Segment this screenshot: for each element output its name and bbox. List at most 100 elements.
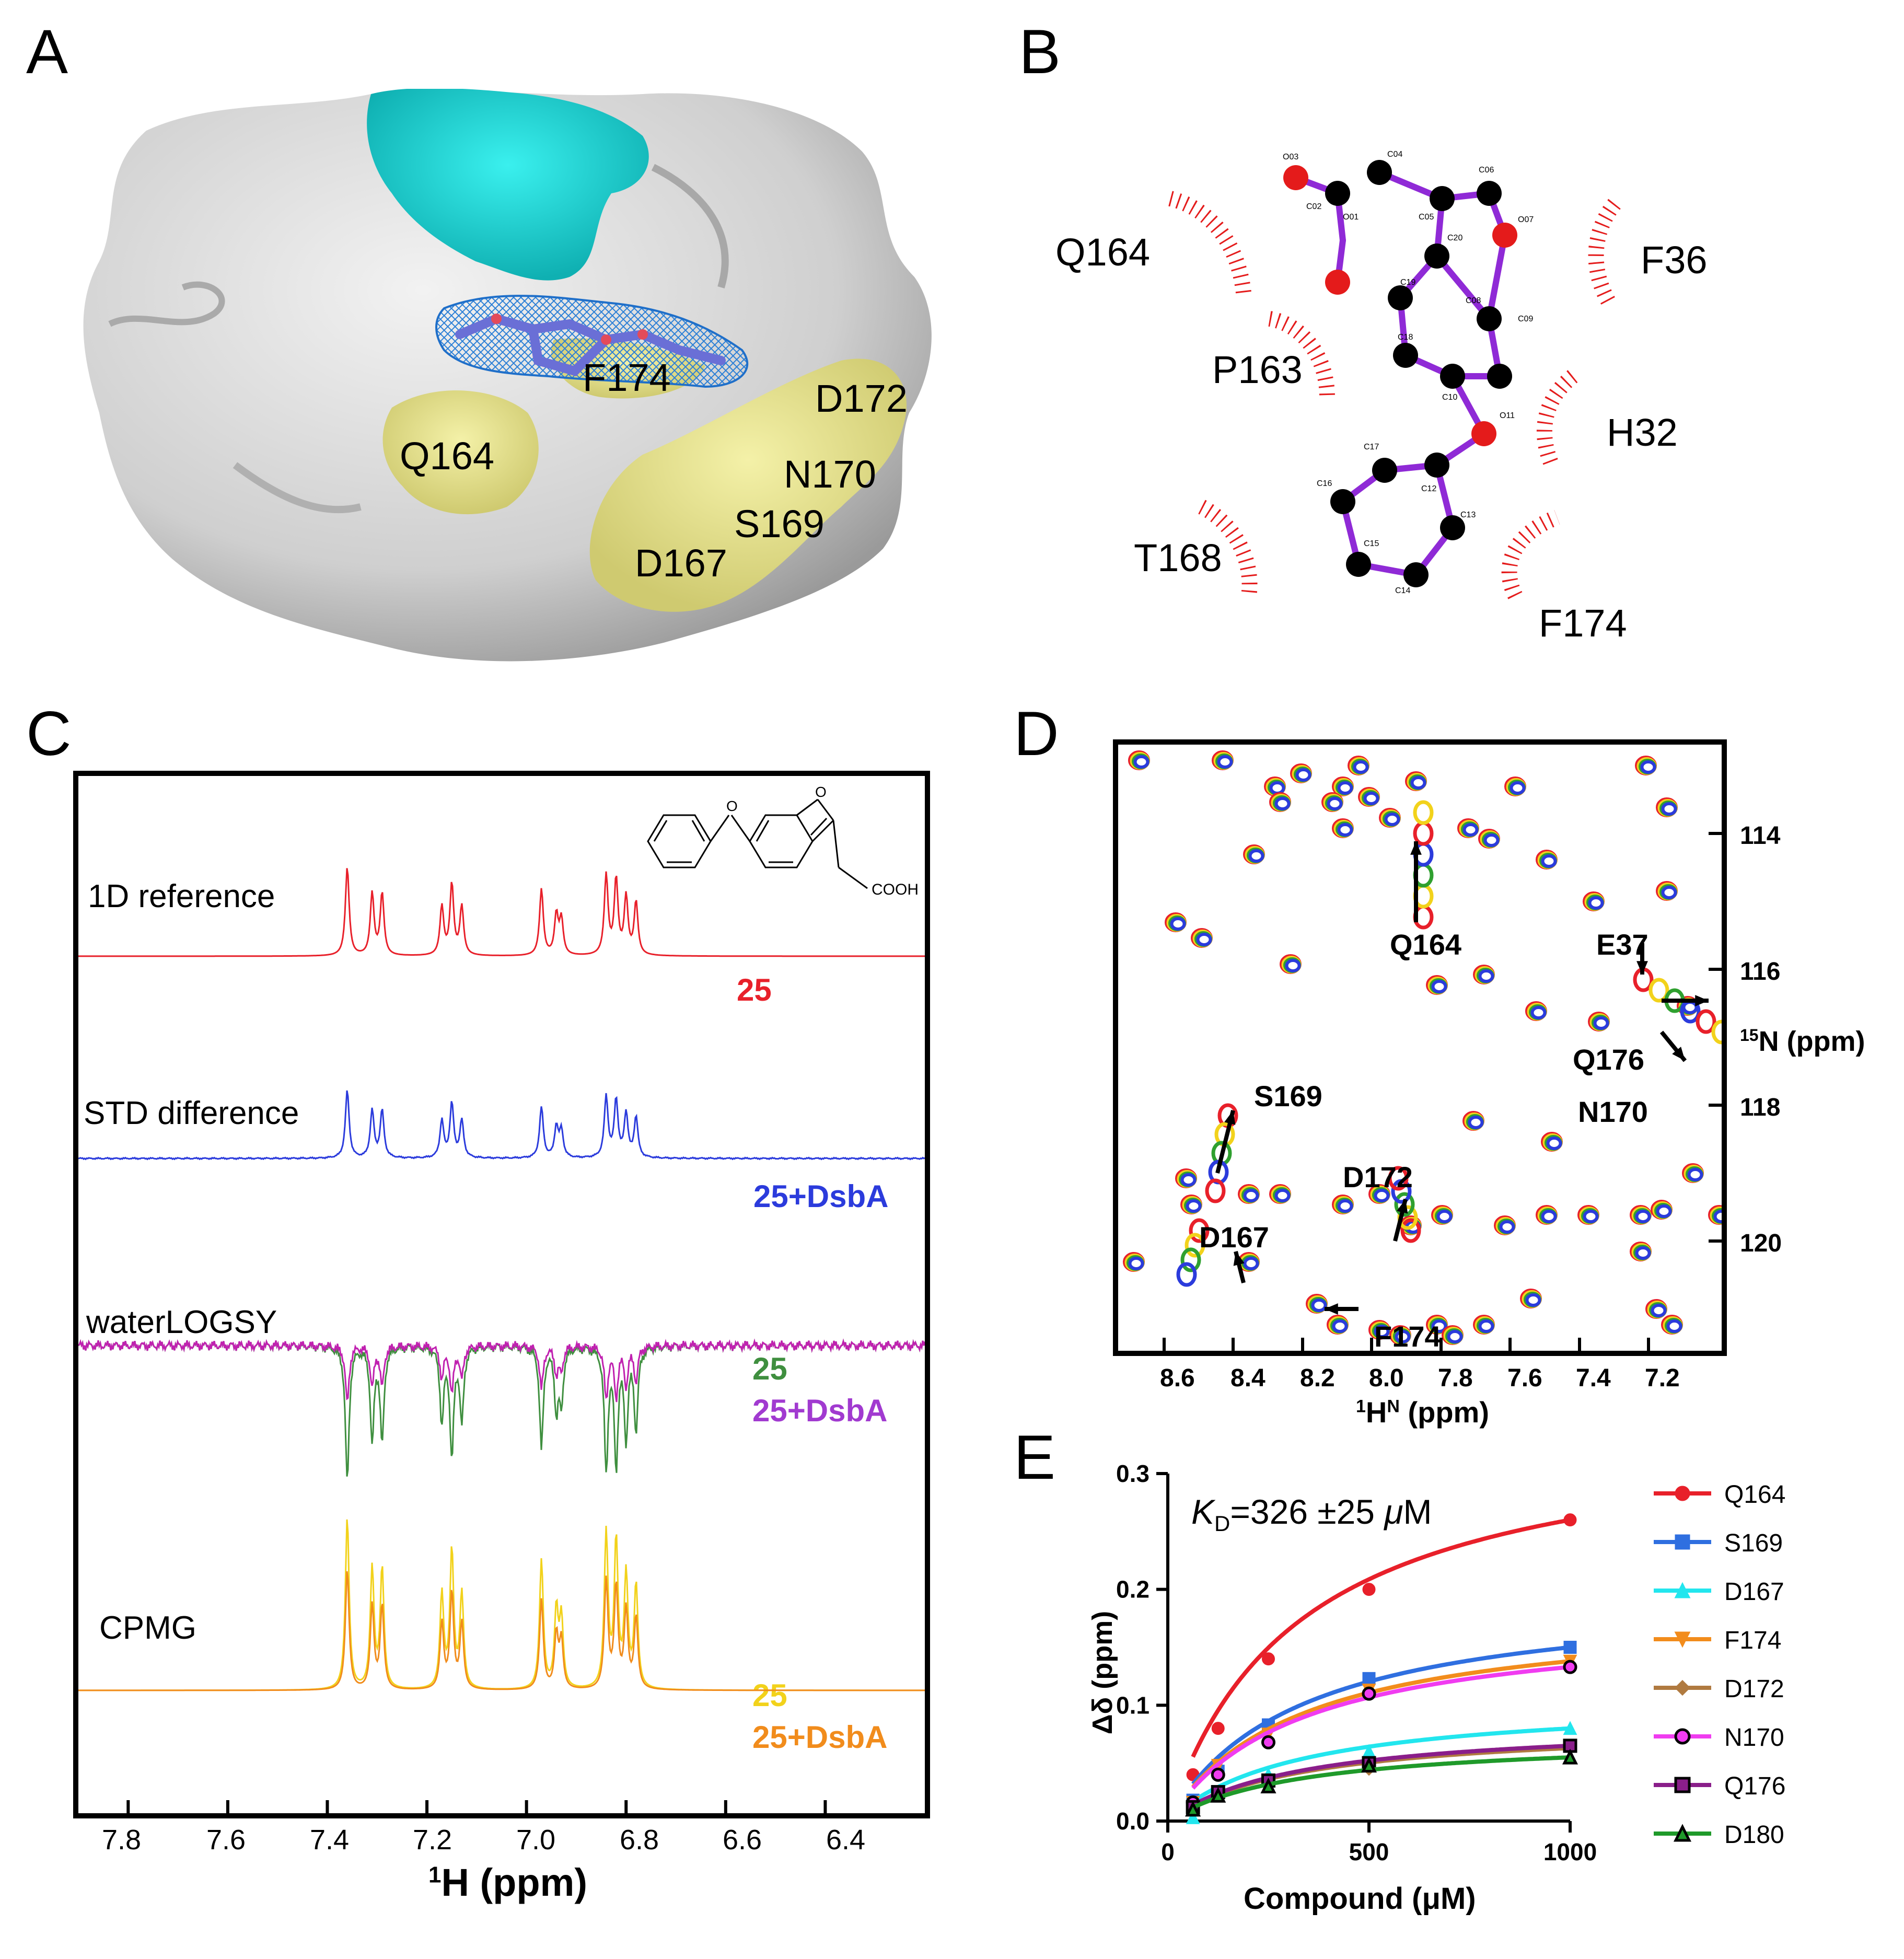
e-legend-label: S169 — [1724, 1529, 1783, 1557]
hsqc-peak — [1384, 813, 1400, 826]
hsqc-peak — [1651, 1304, 1667, 1317]
hsqc-peak — [1295, 768, 1311, 782]
ligand-atoms — [1283, 160, 1517, 587]
e-ytick-label: 0.0 — [1116, 1807, 1150, 1835]
hsqc-peak — [1525, 1293, 1541, 1307]
d-xlabel: 1HN (ppm) — [1356, 1396, 1489, 1429]
hsqc-peak — [1687, 1168, 1703, 1181]
e-point-n170 — [1362, 1686, 1376, 1701]
hsqc-peak — [1640, 760, 1656, 774]
hsqc-peak — [1436, 1210, 1453, 1223]
shift-arrow-head — [1325, 1303, 1338, 1315]
e-xlabel: Compound (μM) — [1244, 1882, 1476, 1916]
c-xtick: 6.6 — [723, 1824, 762, 1856]
e-legend-label: Q164 — [1724, 1481, 1785, 1509]
d-xtick: 8.0 — [1369, 1364, 1404, 1392]
hsqc-peak — [1196, 933, 1212, 946]
e-fit-curve-q164 — [1191, 1518, 1570, 1758]
hsqc-peak — [1374, 1325, 1390, 1338]
c-trace4-sample: 25 — [752, 1678, 787, 1713]
svg-text:C09: C09 — [1518, 315, 1533, 323]
hsqc-peak — [1499, 1220, 1515, 1234]
e-legend-marker — [1674, 1777, 1691, 1793]
svg-text:O: O — [815, 784, 827, 800]
d-xtick: 8.2 — [1300, 1364, 1335, 1392]
yellow-patch-right — [589, 358, 907, 612]
d-label-q176: Q176 — [1573, 1043, 1644, 1076]
c-xtick: 7.0 — [516, 1824, 556, 1856]
d-label-f174: F174 — [1374, 1320, 1441, 1353]
e-ytick-label: 0.2 — [1116, 1576, 1150, 1603]
c-xtick: 7.8 — [102, 1824, 142, 1856]
svg-text:O: O — [726, 798, 738, 814]
c-xtick: 6.4 — [826, 1824, 866, 1856]
hsqc-peak — [1205, 1178, 1226, 1203]
c-xtick: 7.4 — [310, 1824, 350, 1856]
e-point-d180 — [1210, 1787, 1226, 1803]
hsqc-peak — [1468, 1116, 1484, 1129]
d-label-d172: D172 — [1343, 1161, 1413, 1193]
a-label-s169: S169 — [734, 502, 825, 546]
hsqc-peak — [1510, 781, 1526, 795]
svg-text:C15: C15 — [1364, 539, 1379, 548]
e-legend-marker — [1674, 1631, 1691, 1648]
svg-text:C02: C02 — [1306, 202, 1321, 211]
hsqc-peak — [1189, 1218, 1210, 1243]
hsqc-peak — [1395, 1330, 1411, 1343]
e-point-n170 — [1211, 1767, 1225, 1782]
hsqc-peak — [1400, 1218, 1421, 1243]
hsqc-peak — [1431, 1319, 1447, 1333]
shift-arrow-head — [1397, 1199, 1408, 1214]
d-label-e37: E37 — [1596, 928, 1648, 961]
e-point-s169 — [1563, 1641, 1577, 1654]
b-label-q164: Q164 — [1055, 230, 1151, 274]
hsqc-peak — [1285, 959, 1301, 972]
hsqc-peak — [1593, 1016, 1609, 1030]
svg-text:O01: O01 — [1343, 213, 1359, 222]
hsqc-peak — [1363, 792, 1379, 805]
svg-text:C05: C05 — [1419, 213, 1434, 222]
svg-text:O11: O11 — [1500, 411, 1515, 420]
d-ytick: 114 — [1740, 822, 1781, 850]
svg-text:C19: C19 — [1400, 278, 1415, 287]
e-fit-curve-q176 — [1192, 1744, 1570, 1807]
hsqc-peak — [1128, 1257, 1144, 1270]
b-label-t168: T168 — [1134, 536, 1222, 579]
nmr-trace — [78, 1090, 925, 1161]
d-xtick: 8.6 — [1160, 1364, 1195, 1392]
b-label-h32: H32 — [1607, 411, 1678, 454]
e-fit-curve-s169 — [1191, 1645, 1570, 1786]
nmr-trace — [78, 1338, 925, 1402]
e-legend-marker — [1675, 1534, 1690, 1550]
e-legend-label: N170 — [1724, 1724, 1784, 1752]
hsqc-peak — [1666, 1319, 1682, 1333]
hsqc-peak — [1176, 1262, 1197, 1287]
e-legend-marker — [1675, 1486, 1690, 1501]
panel-b-letter: B — [1019, 17, 1061, 87]
d-xtick: 8.4 — [1230, 1364, 1266, 1392]
ligand-density-mesh — [435, 295, 749, 388]
c-trace3-sample: 25 — [752, 1351, 787, 1386]
b-label-p163: P163 — [1212, 348, 1303, 391]
nmr-trace — [78, 1571, 925, 1691]
yellow-patch-q164 — [382, 390, 539, 515]
c-xtick: 6.8 — [620, 1824, 659, 1856]
e-legend-label: F174 — [1724, 1627, 1781, 1654]
e-point-d180 — [1185, 1801, 1201, 1817]
e-point-d167 — [1563, 1721, 1577, 1735]
a-label-d172: D172 — [815, 377, 908, 420]
hsqc-peak — [1391, 1179, 1412, 1204]
shift-arrow-head — [1224, 1110, 1236, 1125]
shift-arrow-head — [1233, 1251, 1245, 1266]
hsqc-peak — [1327, 797, 1343, 810]
hsqc-peak — [1353, 760, 1369, 774]
hsqc-peak — [1462, 823, 1479, 837]
e-fit-curve-n170 — [1191, 1665, 1570, 1790]
svg-text:C12: C12 — [1421, 484, 1436, 493]
hsqc-peak — [1696, 1009, 1716, 1034]
e-legend-label: D180 — [1724, 1821, 1784, 1849]
svg-text:C17: C17 — [1364, 443, 1379, 451]
shift-arrow-head — [1695, 995, 1709, 1006]
hsqc-peak — [1541, 1210, 1557, 1223]
d-ylabel: 15N (ppm) — [1740, 1026, 1865, 1057]
